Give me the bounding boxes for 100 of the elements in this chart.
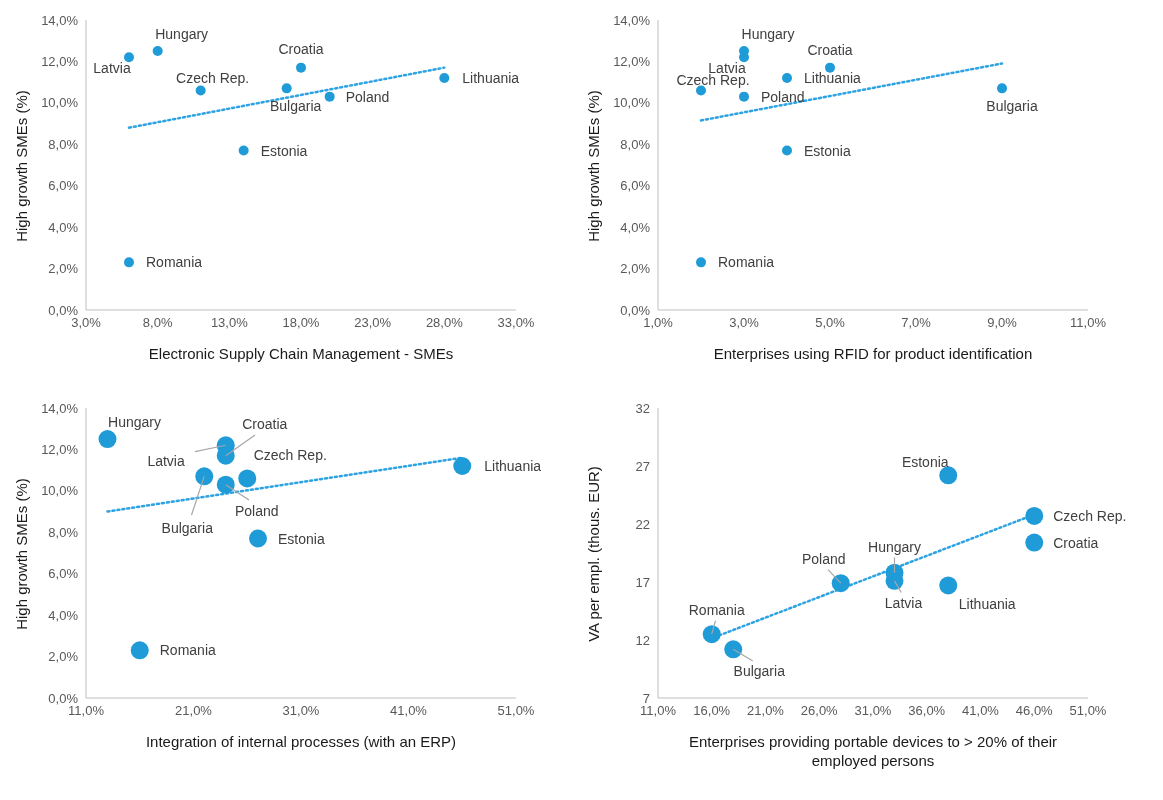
y-tick-label: 7: [642, 690, 650, 706]
annotation: Hungary: [868, 538, 921, 555]
point: [782, 145, 792, 156]
x-tick-label: 31,0%: [854, 703, 892, 719]
y-tick-label: 12,0%: [41, 54, 79, 70]
point: [696, 257, 706, 268]
point: [696, 85, 706, 96]
x-axis-title: Electronic Supply Chain Management - SMEs: [147, 344, 455, 363]
annotation: Lithuania: [804, 70, 862, 86]
annotation: Lithuania: [958, 596, 1016, 613]
x-tick-label: 28,0%: [425, 315, 464, 331]
annotation: Poland: [761, 88, 805, 105]
annotation: Latvia: [884, 594, 923, 611]
y-axis-title: High growth SMEs (%): [12, 90, 30, 242]
x-tick-label: 11,0%: [68, 703, 105, 719]
annotation: Croatia: [278, 40, 324, 57]
y-tick-label: 0,0%: [48, 690, 79, 706]
annotation: Romania: [718, 254, 775, 271]
annotation: Hungary: [108, 414, 161, 431]
x-axis-title: Enterprises using RFID for product identification: [712, 344, 1034, 363]
y-axis-title: High growth SMEs (%): [12, 478, 30, 630]
annotation: Estonia: [260, 142, 308, 159]
annotation: Lithuania: [462, 70, 520, 86]
y-tick-label: 22: [635, 516, 650, 532]
annotation: Czech Rep.: [676, 72, 750, 89]
x-axis-title: Enterprises providing portable devices to > 20% of their employed persons: [687, 732, 1059, 770]
x-tick-label: 11,0%: [640, 703, 677, 719]
x-tick-label: 26,0%: [800, 703, 839, 719]
x-tick-label: 41,0%: [962, 703, 1000, 719]
y-tick-label: 4,0%: [620, 219, 651, 235]
annotation: Lithuania: [484, 458, 542, 474]
annotation: Poland: [345, 88, 390, 105]
point: [324, 91, 335, 102]
y-tick-label: 2,0%: [48, 261, 79, 277]
annotation: Poland: [801, 551, 846, 568]
y-tick-label: 12: [635, 632, 650, 648]
y-tick-label: 6,0%: [48, 178, 79, 194]
annotation: Croatia: [242, 415, 288, 432]
x-tick-label: 36,0%: [908, 703, 946, 719]
x-axis-title: Integration of internal processes (with an ERP): [144, 732, 458, 751]
point: [1025, 506, 1044, 525]
point: [195, 467, 214, 486]
annotation: Czech Rep.: [253, 447, 327, 464]
point: [724, 640, 743, 659]
annotation: Croatia: [807, 41, 853, 58]
point: [702, 625, 721, 644]
annotation: Poland: [234, 502, 279, 519]
y-tick-label: 4,0%: [48, 607, 79, 623]
x-tick-label: 18,0%: [282, 315, 320, 331]
y-tick-label: 0,0%: [620, 302, 651, 318]
y-axis-title: VA per empl. (thous. EUR): [584, 466, 602, 642]
x-tick-label: 21,0%: [747, 703, 785, 719]
annotation: Romania: [688, 602, 745, 619]
y-tick-label: 10,0%: [41, 483, 79, 499]
y-tick-label: 10,0%: [41, 95, 79, 111]
y-tick-label: 17: [635, 574, 650, 590]
y-tick-label: 8,0%: [48, 524, 79, 540]
x-tick-label: 1,0%: [643, 315, 674, 331]
point: [831, 574, 850, 593]
annotation: Hungary: [741, 26, 795, 43]
point: [453, 457, 472, 475]
point: [98, 430, 117, 449]
x-tick-label: 11,0%: [1070, 315, 1107, 331]
y-tick-label: 14,0%: [41, 12, 79, 28]
point: [939, 466, 958, 485]
y-tick-label: 10,0%: [613, 95, 651, 111]
point: [1025, 533, 1044, 552]
x-tick-label: 33,0%: [497, 315, 535, 331]
x-tick-label: 21,0%: [175, 703, 213, 719]
y-tick-label: 14,0%: [613, 12, 651, 28]
point: [216, 475, 235, 494]
point: [249, 529, 267, 548]
y-tick-label: 14,0%: [41, 400, 79, 416]
annotation: Romania: [159, 642, 216, 659]
point: [782, 73, 792, 83]
point: [281, 83, 292, 94]
x-tick-label: 41,0%: [390, 703, 428, 719]
point: [130, 641, 149, 660]
annotation: Bulgaria: [269, 98, 322, 115]
annotation: Czech Rep.: [176, 70, 250, 87]
y-tick-label: 2,0%: [48, 649, 79, 665]
point: [152, 46, 163, 57]
annotation: Estonia: [804, 142, 851, 159]
point: [195, 85, 206, 96]
y-tick-label: 27: [635, 458, 650, 474]
y-tick-label: 12,0%: [41, 442, 79, 458]
annotation: Hungary: [155, 26, 209, 43]
y-tick-label: 8,0%: [620, 136, 651, 152]
x-tick-label: 7,0%: [901, 315, 932, 331]
x-tick-label: 5,0%: [815, 315, 846, 331]
annotation: Bulgaria: [161, 520, 214, 537]
x-tick-label: 31,0%: [282, 703, 320, 719]
annotation: Estonia: [901, 454, 949, 471]
point: [739, 91, 749, 102]
x-tick-label: 3,0%: [729, 315, 760, 331]
x-tick-label: 16,0%: [693, 703, 731, 719]
y-tick-label: 6,0%: [620, 178, 651, 194]
x-tick-label: 46,0%: [1015, 703, 1054, 719]
y-tick-label: 4,0%: [48, 219, 79, 235]
x-tick-label: 9,0%: [987, 315, 1018, 331]
